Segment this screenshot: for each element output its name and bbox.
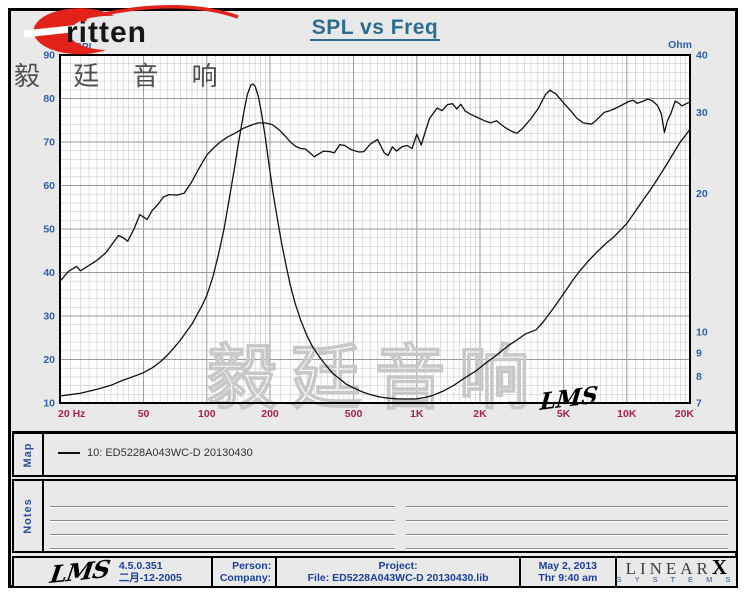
svg-text:5K: 5K: [557, 408, 571, 420]
footer-date-cell: May 2, 2013 Thr 9:40 am: [519, 558, 615, 586]
person-label: Person:: [232, 560, 272, 572]
curve-spl: [59, 89, 691, 282]
legend-line-marker-icon: [58, 452, 80, 454]
svg-text:40: 40: [43, 267, 55, 279]
svg-text:100: 100: [198, 408, 216, 420]
svg-text:8: 8: [696, 371, 702, 383]
svg-text:2K: 2K: [473, 408, 487, 420]
app-version-date: 二月-12-2005: [118, 572, 182, 584]
svg-text:50: 50: [43, 224, 55, 236]
svg-text:70: 70: [43, 137, 55, 149]
chart-watermark: 毅廷音响: [207, 337, 543, 419]
svg-text:30: 30: [696, 107, 708, 119]
linearx-wordmark: LINEAR: [625, 559, 712, 578]
footer-person-cell: Person: Company:: [210, 558, 275, 586]
notes-panel: Notes: [12, 479, 738, 553]
report-time: Thr 9:40 am: [538, 572, 598, 584]
footer-project-cell: Project: File: ED5228A043WC-D 20130430.l…: [275, 558, 519, 586]
svg-text:7: 7: [696, 398, 702, 410]
map-panel-gutter: Map: [14, 434, 44, 475]
grid: [60, 55, 690, 403]
notes-rule-line: [48, 506, 730, 508]
svg-text:500: 500: [345, 408, 363, 420]
project-label: Project:: [378, 560, 418, 572]
svg-text:20: 20: [43, 354, 55, 366]
svg-text:30: 30: [43, 311, 55, 323]
brand-chinese-name: 毅 廷 音 响: [14, 61, 231, 91]
brand-name: ritten: [66, 16, 147, 49]
footer-bar: LMS 4.5.0.351 二月-12-2005 Person: Company…: [12, 554, 738, 589]
linearx-systems-wordmark: S Y S T E M S: [616, 575, 736, 584]
brand-i-dot-icon: [80, 15, 87, 22]
notes-rule-line: [48, 548, 730, 550]
notes-rule-line: [48, 520, 730, 522]
eritten-logo-swoosh-icon: [23, 5, 239, 55]
svg-text:10: 10: [43, 398, 55, 410]
svg-text:200: 200: [261, 408, 279, 420]
svg-text:20K: 20K: [675, 408, 695, 420]
svg-text:40: 40: [696, 50, 708, 62]
linearx-x-glyph: X: [711, 555, 728, 579]
svg-text:10K: 10K: [617, 408, 637, 420]
curve-impedance: [59, 83, 691, 400]
app-version: 4.5.0.351: [118, 560, 163, 572]
svg-text:60: 60: [43, 180, 55, 192]
company-label: Company:: [219, 572, 272, 584]
svg-text:80: 80: [43, 93, 55, 105]
notes-panel-gutter: Notes: [14, 481, 44, 551]
legend-row: 10: ED5228A043WC-D 20130430: [58, 446, 253, 460]
svg-text:20 Hz: 20 Hz: [58, 408, 85, 420]
map-panel: Map 10: ED5228A043WC-D 20130430: [12, 431, 738, 477]
report-date: May 2, 2013: [538, 560, 598, 572]
svg-text:90: 90: [43, 50, 55, 62]
svg-text:50: 50: [138, 408, 150, 420]
svg-text:9: 9: [696, 347, 702, 359]
svg-text:Ohm: Ohm: [668, 39, 692, 51]
svg-text:1K: 1K: [410, 408, 424, 420]
page-title: SPL vs Freq: [309, 16, 441, 41]
svg-text:20: 20: [696, 188, 708, 200]
linearx-logo: LINEARX S Y S T E M S: [614, 555, 736, 586]
footer-version-cell: LMS 4.5.0.351 二月-12-2005: [14, 554, 211, 589]
plot-border: [59, 54, 691, 404]
legend-entry: 10: ED5228A043WC-D 20130430: [87, 447, 253, 459]
svg-text:10: 10: [696, 326, 708, 338]
notes-rule-line: [48, 534, 730, 536]
file-label: File: ED5228A043WC-D 20130430.lib: [307, 572, 489, 584]
